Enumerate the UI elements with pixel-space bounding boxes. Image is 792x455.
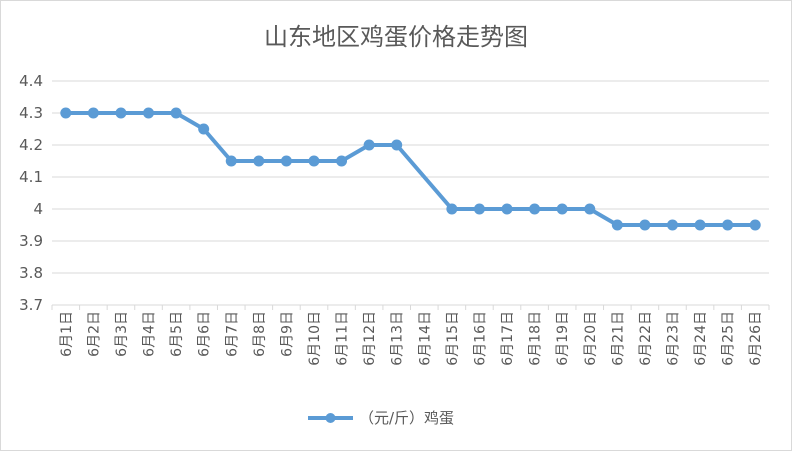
- data-point: [611, 219, 623, 231]
- x-tick-label: 6月6日: [197, 311, 213, 357]
- x-tick-label: 6月17日: [500, 311, 516, 366]
- legend-label: （元/斤）鸡蛋: [359, 409, 454, 427]
- data-point: [639, 219, 651, 231]
- data-point: [501, 203, 513, 215]
- data-point: [115, 107, 127, 119]
- series-line: [63, 111, 758, 227]
- y-axis-ticks: 3.7 3.8 3.9 4 4.1 4.2 4.3 4.4: [19, 72, 43, 314]
- x-tick-label: 6月18日: [528, 311, 544, 366]
- x-tick-label: 6月25日: [721, 311, 737, 366]
- x-tick-label: 6月23日: [665, 311, 681, 366]
- x-tick-label: 6月21日: [610, 311, 626, 366]
- x-tick-label: 6月10日: [307, 311, 323, 366]
- data-point: [446, 203, 458, 215]
- data-point: [749, 219, 761, 231]
- legend-marker: [325, 413, 336, 423]
- data-point: [198, 123, 210, 135]
- data-point: [143, 107, 155, 119]
- data-point: [87, 107, 99, 119]
- x-tick-label: 6月9日: [279, 311, 295, 357]
- data-point: [225, 155, 237, 167]
- x-tick-label: 6月20日: [583, 311, 599, 366]
- data-point: [60, 107, 72, 119]
- x-tick-label: 6月5日: [169, 311, 185, 357]
- x-tick-label: 6月2日: [86, 311, 102, 357]
- x-tick-label: 6月13日: [390, 311, 406, 366]
- data-point: [584, 203, 596, 215]
- data-point: [694, 219, 706, 231]
- x-tick-label: 6月24日: [693, 311, 709, 366]
- y-tick-label: 4.4: [19, 72, 43, 90]
- x-tick-label: 6月14日: [417, 311, 433, 366]
- data-point: [363, 139, 375, 151]
- chart-title: 山东地区鸡蛋价格走势图: [264, 23, 528, 51]
- data-point: [280, 155, 292, 167]
- y-tick-label: 4.2: [19, 136, 43, 154]
- y-tick-label: 4.1: [19, 168, 43, 186]
- series-layer: [60, 107, 761, 231]
- data-point: [170, 107, 182, 119]
- legend: （元/斤）鸡蛋: [308, 409, 454, 427]
- x-tick-label: 6月1日: [59, 311, 75, 357]
- y-tick-label: 3.9: [19, 232, 43, 250]
- y-tick-label: 3.8: [19, 264, 43, 282]
- y-tick-label: 3.7: [19, 296, 43, 314]
- data-point: [556, 203, 568, 215]
- y-tick-label: 4: [33, 200, 43, 218]
- x-tick-label: 6月7日: [224, 311, 240, 357]
- x-tick-label: 6月12日: [362, 311, 378, 366]
- x-tick-label: 6月22日: [638, 311, 654, 366]
- data-point: [529, 203, 541, 215]
- data-point: [473, 203, 485, 215]
- x-axis-ticks: 6月1日 6月2日 6月3日 6月4日 6月5日 6月6日 6月7日 6月8日 6月9日 6月10…: [51, 305, 770, 366]
- data-point: [308, 155, 320, 167]
- x-tick-label: 6月8日: [252, 311, 268, 357]
- x-tick-label: 6月16日: [472, 311, 488, 366]
- data-point: [666, 219, 678, 231]
- x-tick-label: 6月11日: [335, 311, 351, 366]
- x-tick-label: 6月15日: [445, 311, 461, 366]
- data-point: [253, 155, 265, 167]
- data-point: [336, 155, 348, 167]
- x-tick-label: 6月3日: [114, 311, 130, 357]
- x-tick-label: 6月19日: [555, 311, 571, 366]
- data-point: [391, 139, 403, 151]
- x-tick-label: 6月4日: [142, 311, 158, 357]
- y-tick-label: 4.3: [19, 104, 43, 122]
- x-tick-label: 6月26日: [748, 311, 764, 366]
- data-point: [722, 219, 734, 231]
